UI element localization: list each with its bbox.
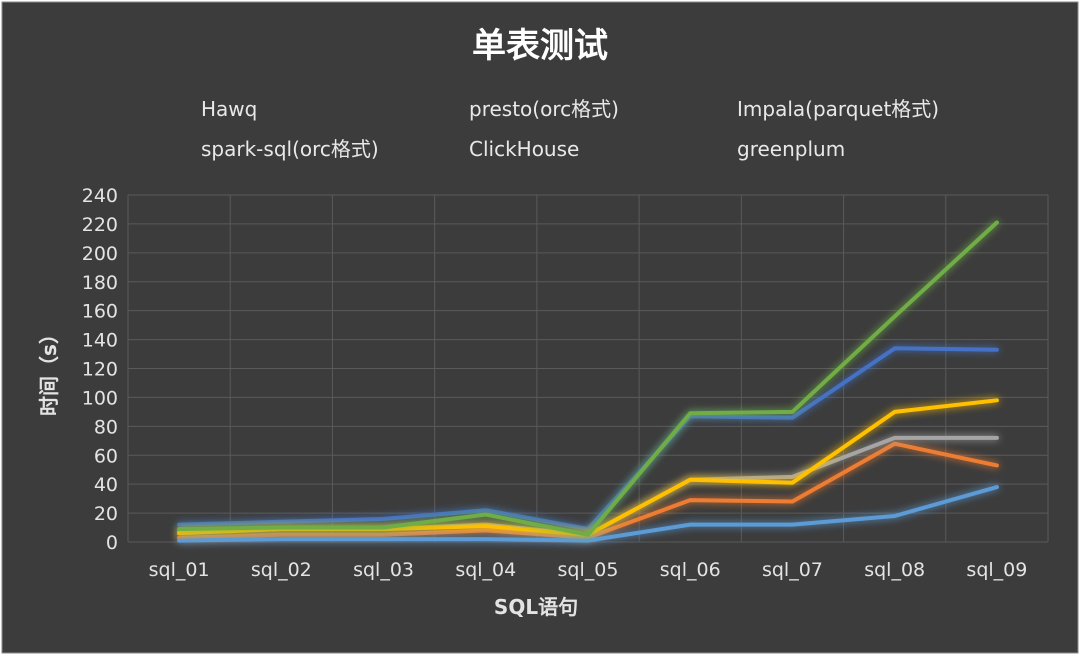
- series-lines: [177, 220, 999, 543]
- legend-label: greenplum: [737, 137, 845, 161]
- y-tick-label: 60: [94, 445, 118, 467]
- legend-label: presto(orc格式): [469, 97, 619, 121]
- series-line: [177, 220, 999, 537]
- series-line: [177, 441, 999, 540]
- x-tick-label: sql_08: [864, 559, 925, 581]
- y-tick-label: 200: [82, 243, 118, 265]
- y-tick-label: 220: [82, 214, 118, 236]
- series-line: [177, 346, 999, 531]
- y-tick-label: 80: [94, 416, 118, 438]
- x-tick-label: sql_02: [251, 559, 312, 581]
- x-tick-label: sql_01: [149, 559, 210, 581]
- x-tick-label: sql_09: [966, 559, 1027, 581]
- chart-title: 单表测试: [472, 26, 608, 66]
- y-tick-label: 140: [82, 330, 118, 352]
- y-tick-label: 0: [106, 532, 118, 554]
- legend: Hawq presto(orc格式) Impala(parquet格式) spark-…: [142, 97, 939, 161]
- y-tick-label: 160: [82, 301, 118, 323]
- x-axis-ticks: sql_01 sql_02 sql_03 sql_04 sql_05 sql_06 sql_…: [149, 559, 1028, 581]
- legend-label: ClickHouse: [469, 137, 579, 161]
- y-tick-label: 100: [82, 387, 118, 409]
- y-axis-label: 时间（s）: [37, 324, 61, 416]
- series-line: [177, 485, 999, 543]
- x-tick-label: sql_03: [353, 559, 414, 581]
- x-axis-label: SQL语句: [494, 595, 578, 619]
- x-tick-label: sql_04: [455, 559, 516, 581]
- x-tick-label: sql_06: [660, 559, 721, 581]
- y-axis-ticks: 0 20 40 60 80 100 120 140 160 180 200 220 240: [82, 185, 118, 554]
- x-tick-label: sql_05: [558, 559, 619, 581]
- y-tick-label: 40: [94, 474, 118, 496]
- x-tick-label: sql_07: [762, 559, 823, 581]
- y-tick-label: 20: [94, 503, 118, 525]
- legend-label: Hawq: [201, 97, 257, 121]
- legend-label: spark-sql(orc格式): [201, 137, 379, 161]
- y-tick-label: 120: [82, 359, 118, 381]
- legend-label: Impala(parquet格式): [737, 97, 939, 121]
- y-tick-label: 240: [82, 185, 118, 207]
- y-tick-label: 180: [82, 272, 118, 294]
